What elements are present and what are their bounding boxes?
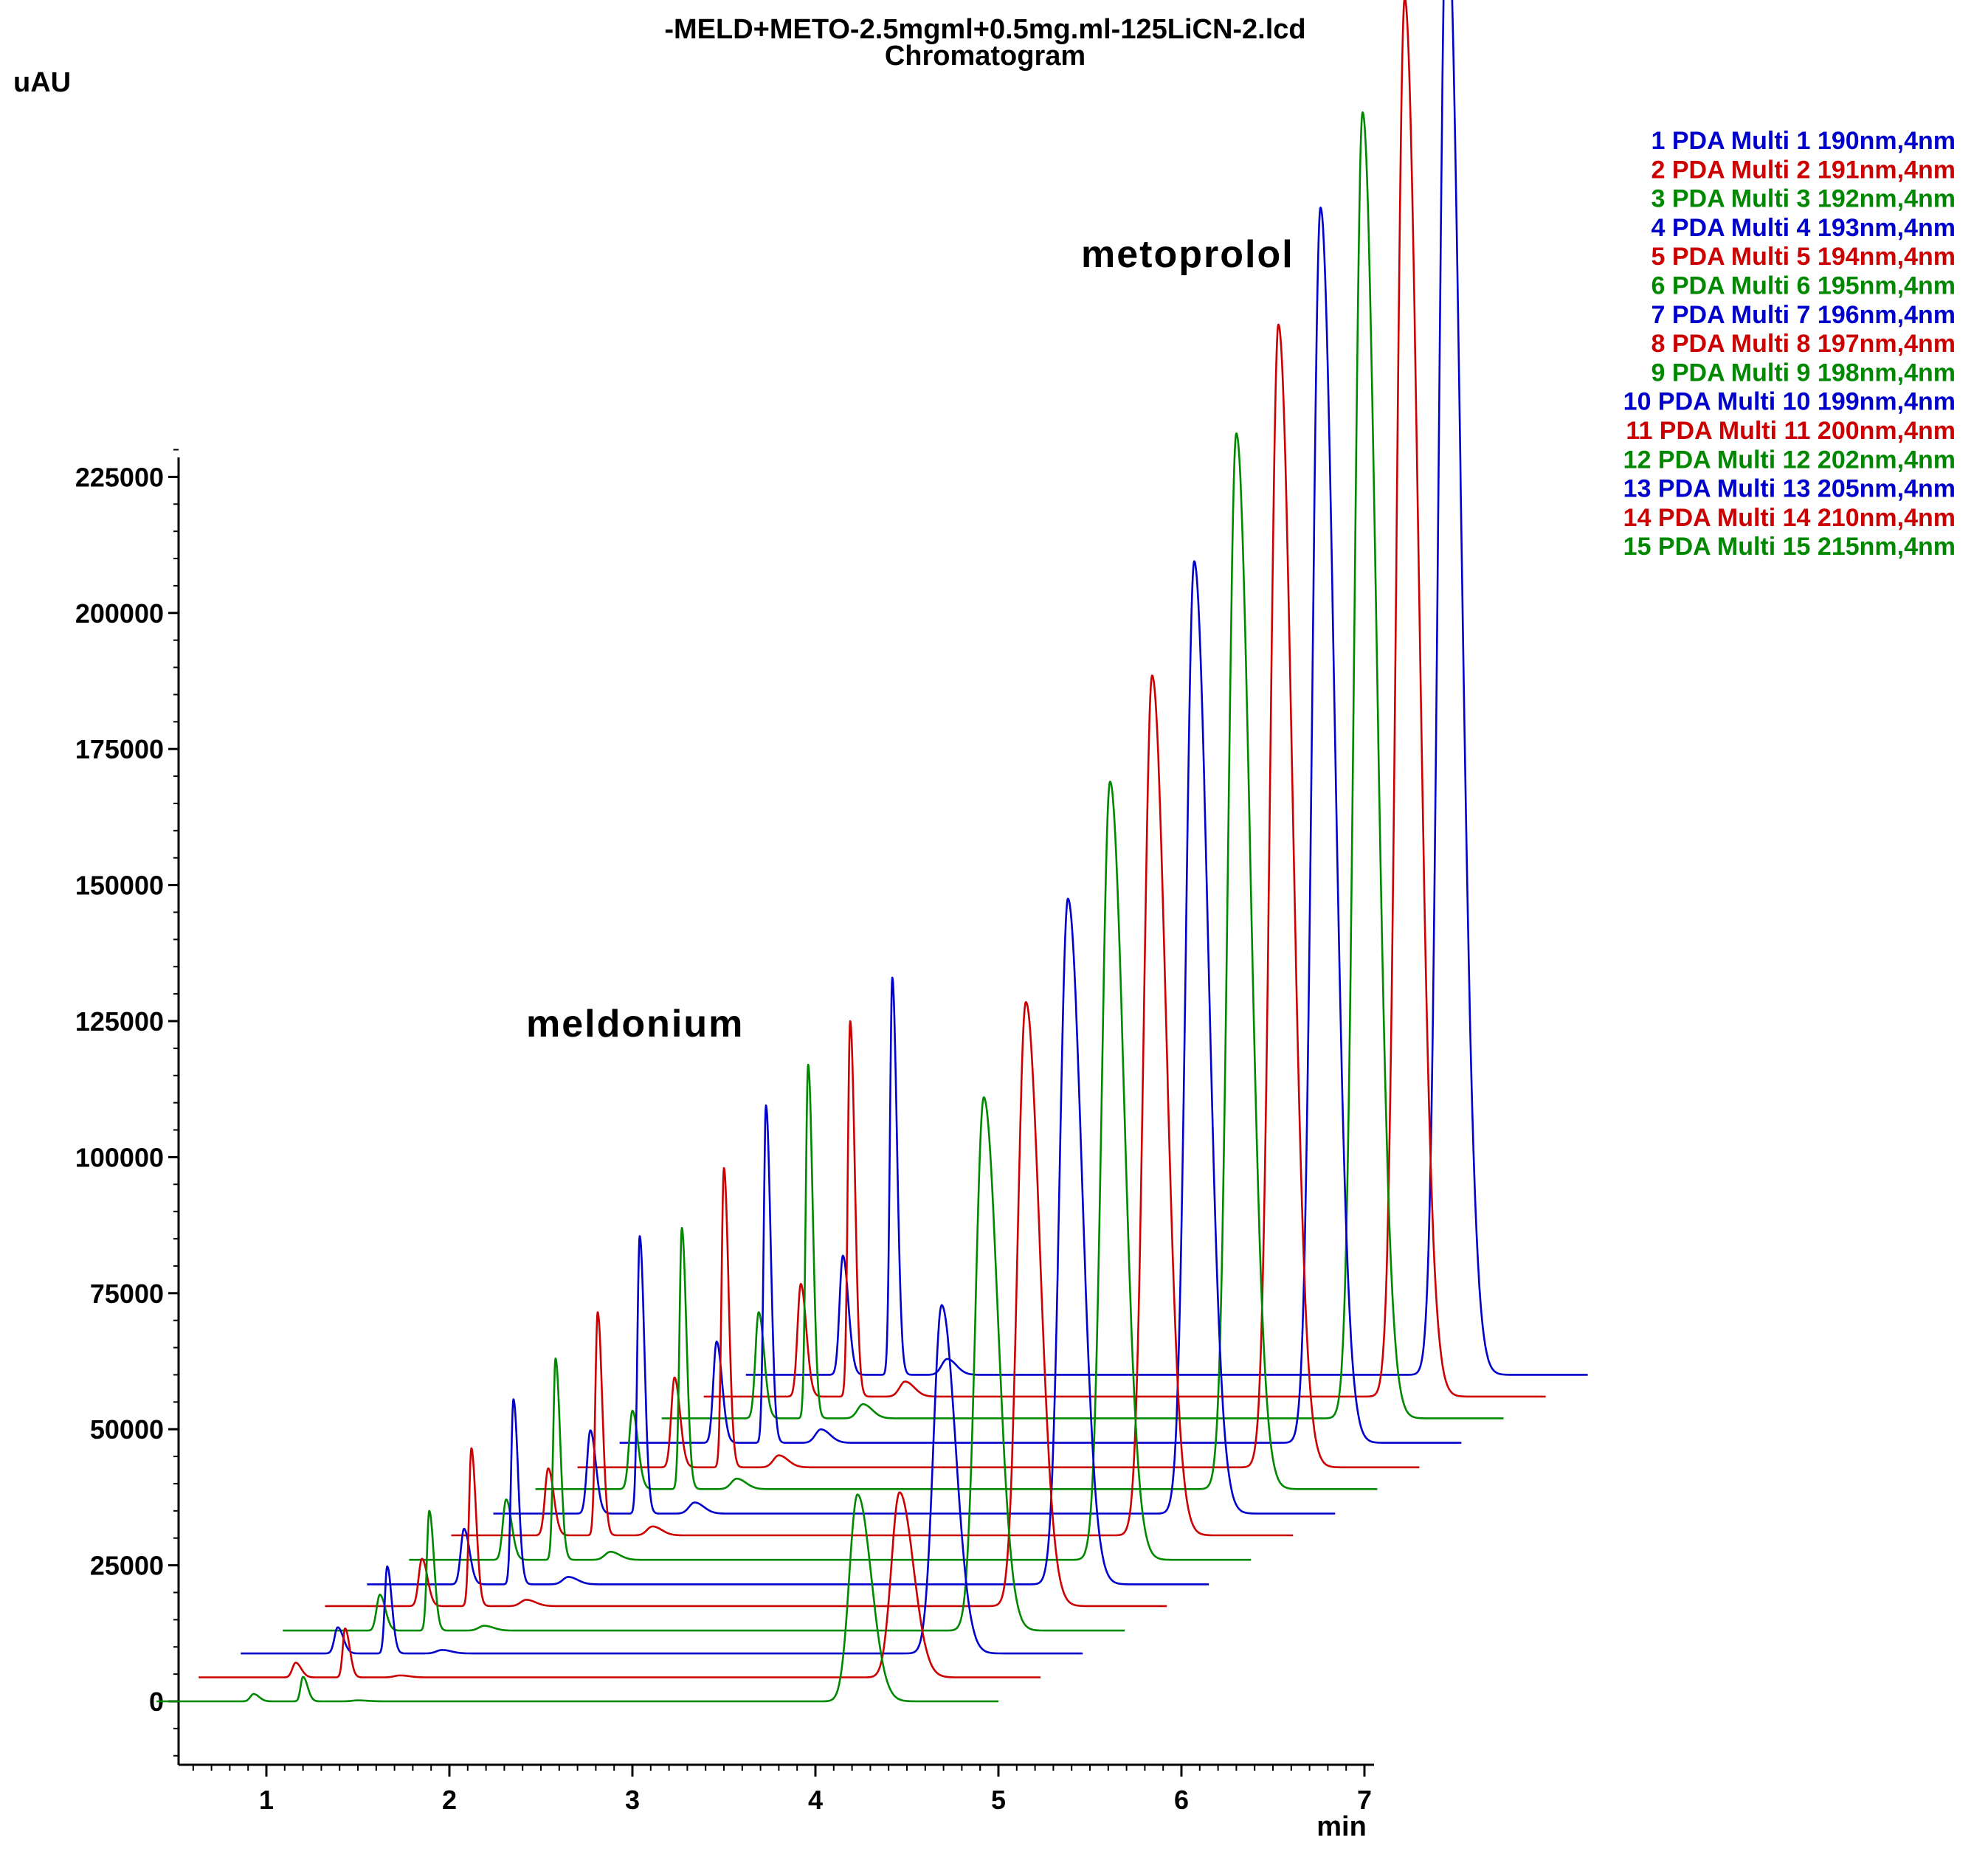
legend-entry-10: 10 PDA Multi 10 199nm,4nm xyxy=(1623,388,1956,416)
trace-14 xyxy=(198,1491,1041,1678)
y-tick-label: 0 xyxy=(149,1687,164,1717)
legend-entry-9: 9 PDA Multi 9 198nm,4nm xyxy=(1651,359,1956,387)
y-axis-label: uAU xyxy=(13,67,71,98)
trace-6 xyxy=(534,432,1378,1490)
trace-1 xyxy=(745,0,1589,1376)
trace-11 xyxy=(324,1000,1167,1608)
legend-entry-4: 4 PDA Multi 4 193nm,4nm xyxy=(1651,214,1956,242)
legend-entry-14: 14 PDA Multi 14 210nm,4nm xyxy=(1623,504,1956,532)
legend-entry-11: 11 PDA Multi 11 200nm,4nm xyxy=(1626,417,1956,445)
axes: 0 25000 50000 75000 100000 125000 150000 175000… xyxy=(75,449,1374,1815)
x-tick-label: 2 xyxy=(442,1785,457,1815)
chart-subtitle: Chromatogram xyxy=(885,41,1086,72)
trace-3 xyxy=(660,111,1505,1419)
legend-entry-2: 2 PDA Multi 2 191nm,4nm xyxy=(1651,156,1956,184)
y-tick-label: 50000 xyxy=(90,1414,164,1445)
chromatogram-traces xyxy=(156,0,1589,1703)
legend-entry-13: 13 PDA Multi 13 205nm,4nm xyxy=(1623,475,1956,503)
trace-8 xyxy=(450,674,1294,1537)
x-tick-label: 6 xyxy=(1174,1785,1189,1815)
legend-entry-7: 7 PDA Multi 7 196nm,4nm xyxy=(1651,301,1956,329)
y-tick-label: 200000 xyxy=(75,598,164,629)
legend-entry-15: 15 PDA Multi 15 215nm,4nm xyxy=(1623,533,1956,561)
trace-13 xyxy=(240,1304,1083,1655)
trace-7 xyxy=(492,560,1336,1515)
y-tick-label: 75000 xyxy=(90,1279,164,1309)
x-tick-label: 1 xyxy=(259,1785,274,1815)
legend-entry-12: 12 PDA Multi 12 202nm,4nm xyxy=(1623,446,1956,474)
annotation-meldonium: meldonium xyxy=(526,1003,744,1045)
trace-15 xyxy=(156,1493,999,1703)
x-tick-label: 7 xyxy=(1357,1785,1372,1815)
legend-entry-6: 6 PDA Multi 6 195nm,4nm xyxy=(1651,272,1956,300)
trace-10 xyxy=(366,897,1209,1585)
y-tick-label: 175000 xyxy=(75,734,164,764)
legend-entry-1: 1 PDA Multi 1 190nm,4nm xyxy=(1651,127,1956,155)
x-tick-label: 4 xyxy=(808,1785,823,1815)
trace-2 xyxy=(703,0,1547,1398)
trace-9 xyxy=(408,781,1252,1561)
y-tick-label: 225000 xyxy=(75,462,164,492)
x-axis-label: min xyxy=(1316,1811,1367,1842)
trace-4 xyxy=(618,207,1463,1444)
y-tick-label: 150000 xyxy=(75,871,164,901)
y-tick-label: 25000 xyxy=(90,1551,164,1581)
legend-entry-8: 8 PDA Multi 8 197nm,4nm xyxy=(1651,330,1956,358)
legend-entry-3: 3 PDA Multi 3 192nm,4nm xyxy=(1651,185,1956,213)
y-tick-label: 100000 xyxy=(75,1142,164,1172)
x-tick-label: 5 xyxy=(991,1785,1006,1815)
y-tick-label: 125000 xyxy=(75,1006,164,1037)
trace-12 xyxy=(282,1096,1125,1632)
x-tick-label: 3 xyxy=(625,1785,640,1815)
annotation-metoprolol: metoprolol xyxy=(1081,233,1294,276)
legend-entry-5: 5 PDA Multi 5 194nm,4nm xyxy=(1651,243,1956,271)
chart-title: -MELD+METO-2.5mgml+0.5mg.ml-125LiCN-2.lc… xyxy=(664,14,1305,45)
trace-5 xyxy=(576,323,1421,1469)
